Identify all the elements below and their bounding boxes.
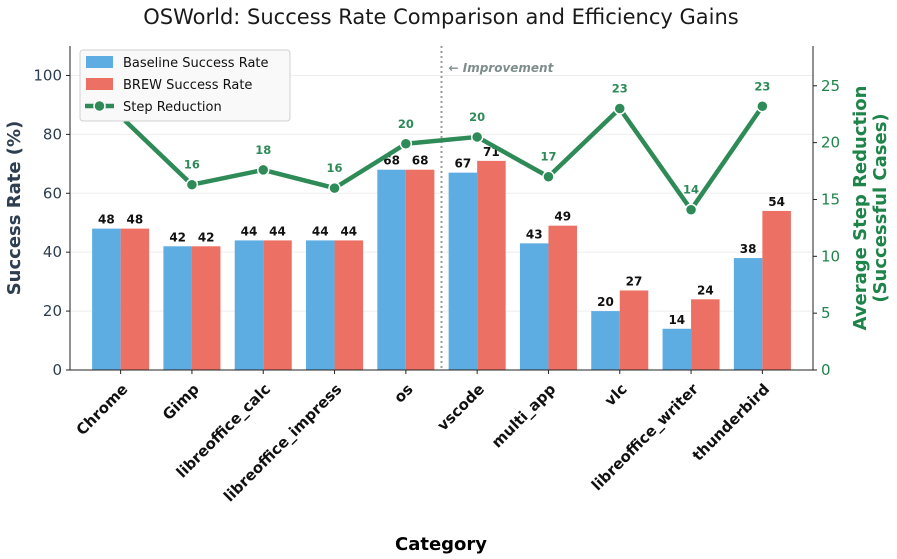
- step-value-label: 20: [398, 117, 414, 131]
- legend: Baseline Success Rate BREW Success Rate St…: [79, 49, 291, 122]
- step-value-label: 18: [255, 143, 271, 157]
- bar-value-label-brew: 49: [554, 210, 571, 224]
- bar-value-label-baseline: 42: [169, 230, 186, 244]
- legend-swatch-baseline: [86, 56, 113, 68]
- step-marker: [328, 181, 341, 195]
- step-value-label: 20: [469, 110, 485, 124]
- x-axis-title: Category: [395, 534, 487, 555]
- step-marker: [256, 163, 270, 177]
- bar-brew: [477, 160, 506, 370]
- chart-title: OSWorld: Success Rate Comparison and Eff…: [143, 5, 738, 29]
- step-value-label: 23: [754, 79, 770, 93]
- bar-baseline: [662, 328, 692, 370]
- legend-swatch-brew: [86, 78, 113, 90]
- bar-value-label-baseline: 44: [241, 224, 258, 238]
- bar-baseline: [591, 311, 620, 370]
- improvement-annotation: ← Improvement: [449, 61, 555, 75]
- bar-brew: [762, 210, 791, 370]
- step-marker: [756, 100, 769, 113]
- bar-value-label-brew: 44: [269, 224, 286, 238]
- x-tick-label: vscode: [434, 380, 488, 434]
- x-tick-label: multi_app: [488, 380, 560, 452]
- bar-brew: [120, 228, 150, 370]
- bar-value-label-brew: 54: [768, 195, 785, 209]
- step-marker: [613, 102, 627, 115]
- x-tick-label: libreoffice_impress: [220, 380, 345, 505]
- legend-swatch-step-marker: [93, 99, 106, 113]
- y-tick-label: 40: [43, 243, 62, 261]
- bar-value-label-baseline: 43: [526, 227, 543, 241]
- y2-tick-label: 25: [821, 77, 840, 95]
- y-tick-label: 20: [43, 302, 62, 320]
- step-value-label: 16: [327, 161, 343, 175]
- y-tick-label: 100: [33, 66, 62, 84]
- legend-label-baseline: Baseline Success Rate: [123, 56, 269, 71]
- x-tick-label: Chrome: [73, 380, 132, 439]
- bar-brew: [334, 240, 364, 370]
- y2-axis-title-line2: (Successful Cases): [870, 113, 891, 302]
- bar-brew: [691, 299, 720, 370]
- step-marker: [185, 178, 199, 191]
- bar-baseline: [92, 228, 121, 370]
- bar-brew: [191, 246, 221, 370]
- bar-value-label-baseline: 44: [312, 224, 329, 238]
- step-value-label: 16: [184, 158, 200, 172]
- bar-baseline: [306, 240, 335, 370]
- bar-baseline: [163, 246, 192, 370]
- legend-label-brew: BREW Success Rate: [123, 78, 252, 93]
- bar-baseline: [519, 243, 549, 370]
- legend-label-step: Step Reduction: [123, 100, 222, 115]
- y-axis-title: Success Rate (%): [4, 121, 25, 296]
- bar-brew: [405, 169, 435, 370]
- x-tick-label: os: [390, 380, 416, 406]
- y2-tick-label: 10: [821, 247, 840, 265]
- bar-value-label-brew: 27: [626, 274, 643, 288]
- bar-value-label-brew: 42: [198, 230, 215, 244]
- bar-value-label-baseline: 14: [668, 313, 685, 327]
- step-line-path: [119, 104, 765, 212]
- y2-tick-label: 0: [821, 361, 831, 379]
- bar-value-label-brew: 44: [340, 224, 357, 238]
- bar-value-label-baseline: 38: [740, 242, 757, 256]
- step-marker: [542, 170, 555, 183]
- y2-axis-title-line1: Average Step Reduction: [850, 86, 871, 331]
- x-tick-label: vlc: [601, 380, 631, 410]
- step-marker: [684, 203, 698, 216]
- bar-brew: [548, 225, 577, 370]
- step-value-label: 14: [683, 183, 699, 197]
- step-value-label: 17: [540, 150, 556, 164]
- y-tick-label: 60: [43, 184, 62, 202]
- y-tick-label: 0: [52, 361, 62, 379]
- bar-value-label-baseline: 67: [455, 157, 472, 171]
- bar-baseline: [377, 169, 406, 370]
- bar-brew: [263, 240, 292, 370]
- legend-box: [79, 49, 291, 122]
- bar-value-label-baseline: 48: [98, 213, 115, 227]
- step-marker: [399, 137, 413, 151]
- step-reduction-line: 16 18 16 20 20 17 23 14 23: [114, 79, 770, 216]
- y2-tick-label: 20: [821, 134, 840, 152]
- bar-value-label-brew: 68: [412, 154, 429, 168]
- bar-value-label-brew: 24: [697, 283, 714, 297]
- bar-value-label-baseline: 20: [597, 295, 614, 309]
- bar-brew: [619, 290, 649, 370]
- y2-tick-label: 5: [821, 304, 831, 322]
- y2-tick-label: 15: [821, 190, 840, 208]
- x-tick-label: Gimp: [159, 380, 203, 424]
- y-tick-label: 80: [43, 125, 62, 143]
- bar-baseline: [234, 240, 264, 370]
- step-marker: [470, 130, 484, 144]
- bar-baseline: [448, 172, 478, 370]
- bar-baseline: [733, 258, 763, 370]
- step-value-label: 23: [612, 82, 628, 96]
- bar-value-label-brew: 48: [127, 213, 144, 227]
